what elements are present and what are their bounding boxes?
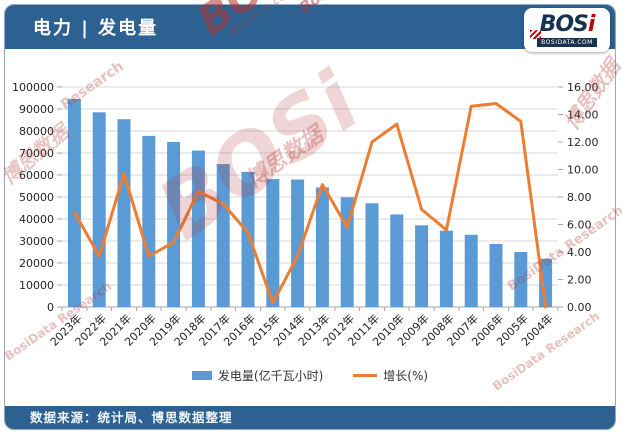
chart-area: 0 10000 20000 30000 40000 50000 60000 70000 8000… [6, 49, 614, 406]
right-axis-label: 10.00 [567, 164, 599, 177]
bar-2020年 [142, 135, 156, 307]
bar-2022年 [92, 112, 106, 307]
header-bar: 电力 | 发电量 [5, 5, 615, 49]
bar-2013年 [315, 187, 329, 307]
right-axis-label: 14.00 [567, 109, 599, 122]
bar-2016年 [241, 171, 255, 307]
bar-series-swatch-icon [191, 371, 212, 380]
bar-2008年 [439, 230, 453, 307]
right-axis-label: 0.00 [567, 301, 592, 314]
bar-2012年 [340, 197, 354, 307]
generation-chart: 0 10000 20000 30000 40000 50000 60000 70000 8000… [12, 81, 599, 349]
right-axis-label: 4.00 [567, 246, 592, 259]
bar-2009年 [415, 225, 429, 307]
line-series-swatch-icon [353, 374, 378, 377]
legend-item-generation: 发电量(亿千瓦小时) [191, 367, 324, 384]
left-axis-label: 60000 [19, 169, 54, 182]
chart-legend: 发电量(亿千瓦小时) 增长(%) [6, 367, 614, 384]
footer-bar: 数据来源：统计局、博思数据整理 [5, 406, 615, 429]
bar-2006年 [489, 243, 503, 307]
left-axis-label: 80000 [19, 125, 54, 138]
bar-2007年 [464, 234, 478, 307]
left-axis-label: 0 [47, 301, 54, 314]
left-axis-label: 10000 [19, 279, 54, 292]
logo-domain: BOSIDATA.COM [537, 37, 597, 47]
left-axis-label: 100000 [12, 81, 54, 94]
chart-card: 电力 | 发电量 BOSi BOSIDATA.COM 0 10000 20000 30… [4, 4, 616, 430]
right-axis-label: 6.00 [567, 219, 592, 232]
left-axis-label: 70000 [19, 147, 54, 160]
left-axis-label: 90000 [19, 103, 54, 116]
left-axis-label: 40000 [19, 213, 54, 226]
bar-2014年 [291, 179, 305, 307]
bar-2018年 [191, 150, 205, 307]
left-axis-label: 30000 [19, 235, 54, 248]
logo-wordmark: BOSi [539, 11, 596, 37]
bar-2019年 [167, 141, 181, 307]
logo-stripes-icon [530, 30, 541, 39]
right-axis-label: 8.00 [567, 191, 592, 204]
bar-2017年 [216, 164, 230, 307]
right-axis-label: 12.00 [567, 136, 599, 149]
bar-2004年 [539, 258, 553, 307]
bar-2005年 [514, 251, 528, 307]
right-axis-label: 2.00 [567, 274, 592, 287]
bar-2015年 [266, 179, 280, 307]
legend-item-growth: 增长(%) [353, 367, 428, 384]
legend-label-growth: 增长(%) [383, 369, 429, 383]
data-source-text: 数据来源：统计局、博思数据整理 [30, 410, 233, 425]
bar-2011年 [365, 203, 379, 307]
left-axis-label: 50000 [19, 191, 54, 204]
bosi-logo: BOSi BOSIDATA.COM [524, 8, 610, 52]
right-axis-label: 16.00 [567, 81, 599, 94]
legend-label-generation: 发电量(亿千瓦小时) [217, 369, 324, 383]
bar-2021年 [117, 119, 131, 308]
left-axis-label: 20000 [19, 257, 54, 270]
bar-2023年 [67, 98, 81, 307]
growth-line [72, 102, 548, 309]
page-title: 电力 | 发电量 [33, 18, 159, 39]
bar-2010年 [390, 214, 404, 307]
